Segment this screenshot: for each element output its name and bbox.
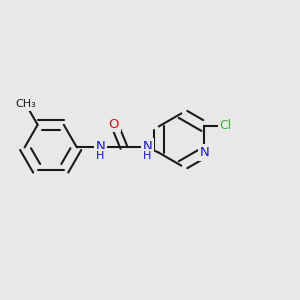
Text: N: N [200,146,210,159]
Text: O: O [109,118,119,131]
Text: N: N [95,140,105,153]
Text: Cl: Cl [219,119,232,132]
Text: N: N [142,140,152,153]
Text: H: H [143,151,152,161]
Text: H: H [96,151,104,161]
Text: CH₃: CH₃ [16,99,36,110]
